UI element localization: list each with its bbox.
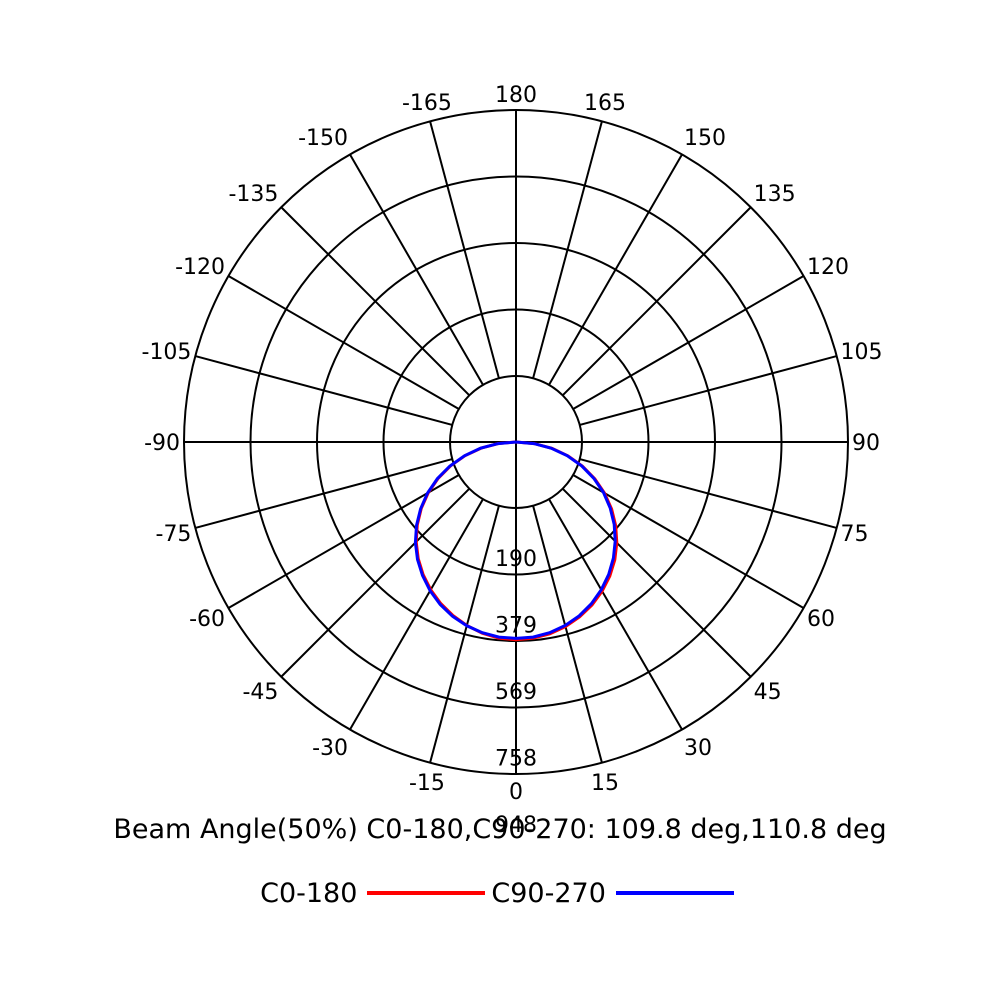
legend-swatch-c0-180 <box>367 890 486 895</box>
series-curve-c90-270 <box>413 440 617 640</box>
grid-spoke <box>349 498 484 731</box>
beam-angle-caption: Beam Angle(50%) C0-180,C90-270: 109.8 de… <box>113 814 887 845</box>
angle-tick-label: -30 <box>312 736 348 761</box>
angle-tick-label: -90 <box>144 431 180 456</box>
radial-tick-label: 948 <box>495 813 537 838</box>
radial-tick-label: 379 <box>495 614 537 639</box>
angle-tick-labels: 15 30 45 60 75 90 105 120 135 150 165 180 -165 -150 -1… <box>142 83 883 796</box>
angle-tick-label: 135 <box>754 182 796 207</box>
angle-tick-label: 150 <box>684 126 726 151</box>
angle-tick-label: 120 <box>807 255 849 280</box>
legend-label-c0-180: C0-180 <box>260 878 358 909</box>
angle-tick-label: 60 <box>807 607 835 632</box>
angle-tick-label: -165 <box>402 91 452 116</box>
angle-tick-label: 45 <box>754 680 782 705</box>
angle-tick-label: -75 <box>156 522 192 547</box>
angle-tick-label: -120 <box>175 255 225 280</box>
angle-tick-label: -45 <box>242 680 278 705</box>
grid-spoke <box>548 153 683 386</box>
grid-spoke <box>195 458 453 529</box>
grid-spoke <box>227 474 460 609</box>
angle-tick-label: 75 <box>841 522 869 547</box>
angle-tick-label: -135 <box>228 182 278 207</box>
angle-tick-label: -60 <box>189 607 225 632</box>
angle-tick-label: 30 <box>684 736 712 761</box>
grid-spoke <box>548 498 683 731</box>
legend-swatch-c90-270 <box>615 890 734 895</box>
angle-tick-label: 15 <box>591 771 619 796</box>
grid-spoke <box>429 505 500 763</box>
grid-spoke <box>579 458 837 529</box>
radial-tick-label: 190 <box>495 547 537 572</box>
angle-tick-label: -150 <box>298 126 348 151</box>
center-tick-label: 0 <box>509 780 523 805</box>
angle-tick-label: 165 <box>584 91 626 116</box>
grid-spoke <box>579 355 837 426</box>
angle-tick-label: -105 <box>142 340 192 365</box>
grid-spoke <box>227 275 460 410</box>
intensity-curves <box>413 440 619 642</box>
legend-label-c90-270: C90-270 <box>491 878 606 909</box>
angle-tick-label: 180 <box>495 83 537 108</box>
angle-tick-label: -15 <box>409 771 445 796</box>
grid-spoke <box>280 206 471 397</box>
grid-spoke <box>572 275 805 410</box>
angle-tick-label: 105 <box>841 340 883 365</box>
grid-spoke <box>349 153 484 386</box>
grid-spoke <box>561 206 752 397</box>
grid-spoke <box>532 121 603 379</box>
grid-spoke <box>429 121 500 379</box>
radial-tick-label: 569 <box>495 680 537 705</box>
angular-gridlines <box>184 110 848 774</box>
angle-tick-label: 90 <box>852 431 880 456</box>
grid-spoke <box>572 474 805 609</box>
radial-tick-label: 758 <box>495 747 537 772</box>
grid-spoke <box>195 355 453 426</box>
grid-spoke <box>561 487 752 678</box>
radial-tick-labels: 190 379 569 758 948 <box>495 547 537 838</box>
legend: C0-180 C90-270 <box>0 878 1000 909</box>
grid-spoke <box>280 487 471 678</box>
grid-spoke <box>532 505 603 763</box>
